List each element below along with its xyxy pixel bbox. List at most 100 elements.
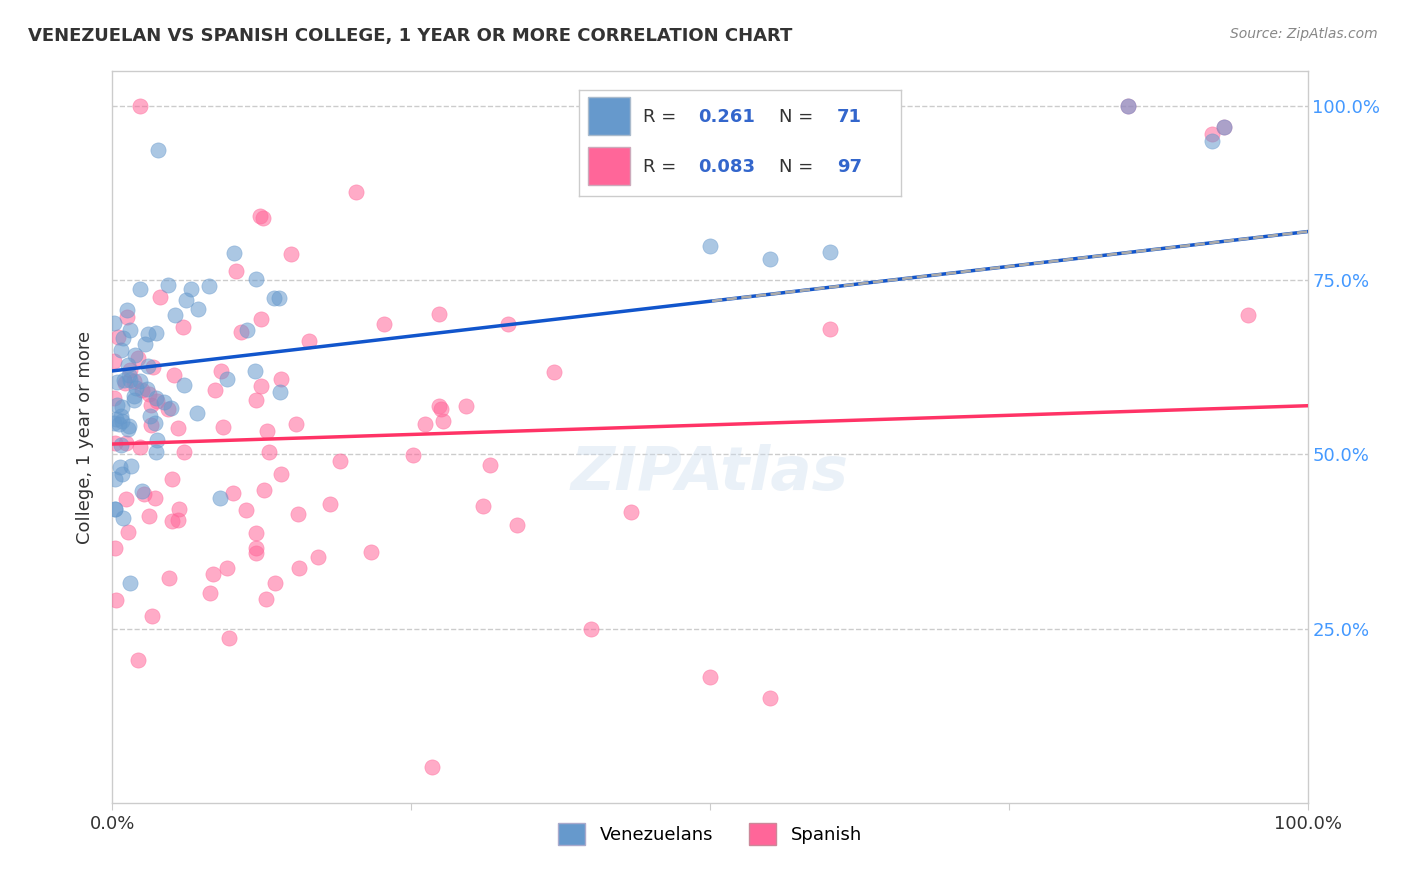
Point [111, 414, 134, 428]
Point [110, 438, 132, 452]
Point [118, 363, 141, 377]
Point [173, 378, 195, 392]
Point [145, 417, 167, 431]
Point [120, 575, 142, 590]
Point [1237, 308, 1260, 322]
Point [1213, 120, 1236, 134]
Point [579, 622, 602, 636]
Point [204, 383, 226, 397]
Point [454, 399, 477, 413]
Point [280, 247, 302, 261]
Point [122, 374, 145, 388]
Point [187, 301, 209, 316]
Point [129, 99, 152, 113]
Point [118, 373, 141, 387]
Point [103, 391, 125, 405]
Point [115, 303, 138, 318]
Point [141, 418, 163, 433]
Point [699, 238, 721, 252]
Point [127, 653, 149, 667]
Point [103, 316, 125, 330]
Point [112, 373, 135, 387]
Point [1201, 127, 1223, 141]
Point [124, 348, 146, 362]
Point [235, 503, 257, 517]
Point [105, 398, 128, 412]
Point [699, 670, 721, 684]
Point [245, 526, 267, 541]
Point [104, 502, 127, 516]
Point [229, 325, 252, 339]
Point [1118, 99, 1140, 113]
Point [160, 401, 183, 415]
Point [413, 417, 436, 432]
Point [136, 382, 159, 396]
Point [105, 375, 128, 389]
Y-axis label: College, 1 year or more: College, 1 year or more [76, 331, 94, 543]
Point [110, 409, 132, 424]
Point [250, 311, 273, 326]
Point [263, 291, 285, 305]
Point [225, 264, 247, 278]
Point [174, 293, 197, 307]
Point [160, 514, 183, 528]
Point [139, 409, 162, 423]
Point [211, 420, 233, 434]
Point [222, 485, 245, 500]
Point [111, 400, 134, 414]
Point [118, 419, 141, 434]
Point [429, 401, 451, 416]
Point [146, 434, 169, 448]
Point [117, 358, 139, 372]
Point [217, 372, 239, 386]
Point [145, 444, 167, 458]
Point [110, 343, 132, 357]
Point [105, 593, 128, 607]
Point [479, 458, 502, 472]
Point [373, 317, 395, 331]
Point [254, 591, 277, 606]
Point [619, 505, 641, 519]
Point [156, 402, 179, 417]
Point [543, 365, 565, 379]
Point [245, 541, 267, 555]
Point [167, 501, 190, 516]
Point [256, 425, 278, 439]
Point [318, 497, 340, 511]
Point [117, 422, 139, 436]
Point [209, 491, 232, 505]
Point [115, 310, 138, 324]
Point [107, 417, 129, 432]
Point [107, 330, 129, 344]
Point [103, 416, 125, 430]
Point [104, 436, 127, 450]
Point [117, 525, 139, 540]
Point [186, 406, 208, 420]
Point [245, 546, 267, 560]
Point [224, 245, 246, 260]
Point [298, 334, 321, 348]
Point [141, 399, 163, 413]
Point [157, 571, 180, 585]
Point [167, 421, 190, 435]
Point [285, 417, 308, 432]
Point [122, 389, 145, 403]
Point [344, 185, 367, 199]
Point [235, 323, 257, 337]
Point [270, 372, 292, 386]
Point [120, 459, 142, 474]
Point [201, 566, 224, 581]
Point [153, 395, 176, 409]
Point [142, 359, 165, 374]
Point [136, 327, 159, 342]
Point [215, 561, 238, 575]
Point [112, 331, 135, 345]
Point [124, 392, 146, 407]
Point [129, 374, 152, 388]
Point [329, 454, 352, 468]
Point [156, 278, 179, 293]
Point [360, 545, 382, 559]
Point [163, 368, 186, 383]
Point [145, 391, 167, 405]
Point [165, 308, 187, 322]
